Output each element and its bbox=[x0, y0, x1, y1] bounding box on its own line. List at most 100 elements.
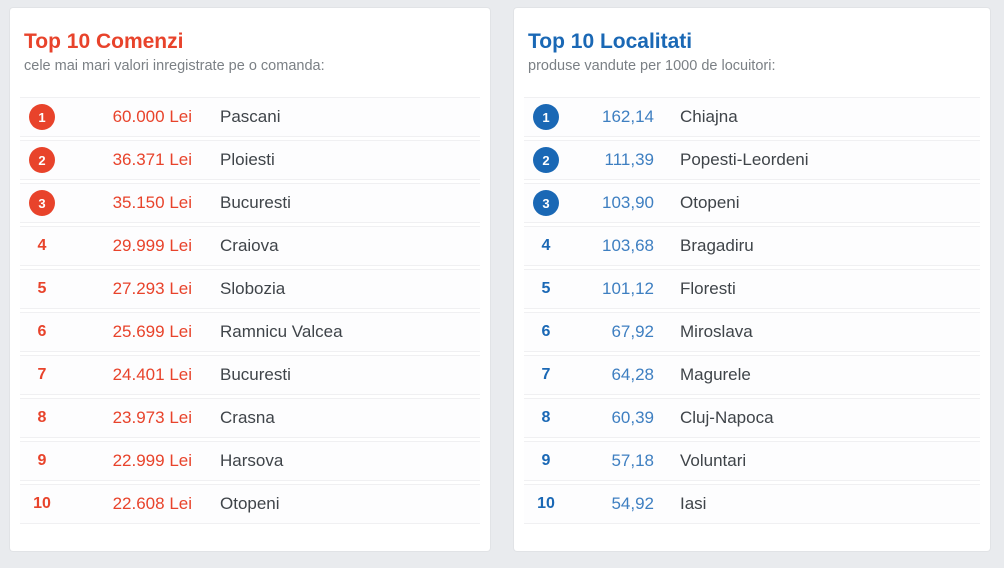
rank-cell: 5 bbox=[20, 280, 64, 298]
row-city: Floresti bbox=[680, 279, 736, 298]
row-city: Bucuresti bbox=[220, 365, 291, 384]
rank-badge: 2 bbox=[29, 147, 55, 173]
rank-cell: 10 bbox=[20, 495, 64, 513]
rank-cell: 7 bbox=[20, 366, 64, 384]
row-city: Popesti-Leordeni bbox=[680, 150, 809, 169]
row-value: 27.293 Lei bbox=[112, 279, 192, 298]
list-item: 5 27.293 Lei Slobozia bbox=[20, 269, 480, 309]
row-value: 101,12 bbox=[602, 279, 654, 298]
row-city: Otopeni bbox=[680, 193, 740, 212]
panel-subtitle: cele mai mari valori inregistrate pe o c… bbox=[24, 58, 325, 74]
row-value: 23.973 Lei bbox=[112, 408, 192, 427]
rank-number: 9 bbox=[37, 452, 47, 469]
rank-cell: 6 bbox=[20, 323, 64, 341]
rank-number: 5 bbox=[37, 280, 47, 297]
row-city: Harsova bbox=[220, 451, 284, 470]
list-item: 4 103,68 Bragadiru bbox=[524, 226, 980, 266]
panel-top-localitati: Top 10 Localitati produse vandute per 10… bbox=[514, 8, 990, 551]
rank-cell: 9 bbox=[20, 452, 64, 470]
row-city: Ploiesti bbox=[220, 150, 275, 169]
rank-cell: 5 bbox=[524, 280, 568, 298]
row-value: 111,39 bbox=[604, 150, 654, 169]
row-value: 57,18 bbox=[611, 451, 654, 470]
list-item: 7 24.401 Lei Bucuresti bbox=[20, 355, 480, 395]
row-city: Magurele bbox=[680, 365, 751, 384]
rank-number: 5 bbox=[541, 280, 551, 297]
row-city: Crasna bbox=[220, 408, 275, 427]
list-item: 5 101,12 Floresti bbox=[524, 269, 980, 309]
row-value: 103,68 bbox=[602, 236, 654, 255]
rank-number: 9 bbox=[541, 452, 551, 469]
rank-cell: 10 bbox=[524, 495, 568, 513]
row-city: Chiajna bbox=[680, 107, 738, 126]
rank-number: 7 bbox=[541, 366, 551, 383]
row-city: Bucuresti bbox=[220, 193, 291, 212]
list-item: 8 23.973 Lei Crasna bbox=[20, 398, 480, 438]
panel-header: Top 10 Comenzi cele mai mari valori inre… bbox=[20, 28, 480, 77]
row-city: Ramnicu Valcea bbox=[220, 322, 343, 341]
row-value: 22.999 Lei bbox=[112, 451, 192, 470]
list-item: 2 111,39 Popesti-Leordeni bbox=[524, 140, 980, 180]
list-item: 10 22.608 Lei Otopeni bbox=[20, 484, 480, 524]
row-city: Voluntari bbox=[680, 451, 747, 470]
rank-cell: 4 bbox=[524, 237, 568, 255]
rank-badge: 1 bbox=[29, 104, 55, 130]
rank-cell: 8 bbox=[20, 409, 64, 427]
row-value: 22.608 Lei bbox=[112, 494, 192, 513]
ranking-list: 1 60.000 Lei Pascani 2 36.371 Lei Ploiesti 3 35… bbox=[20, 97, 480, 524]
row-city: Slobozia bbox=[220, 279, 286, 298]
rank-number: 8 bbox=[541, 409, 551, 426]
row-value: 25.699 Lei bbox=[112, 322, 192, 341]
row-city: Miroslava bbox=[680, 322, 753, 341]
row-city: Craiova bbox=[220, 236, 279, 255]
list-item: 2 36.371 Lei Ploiesti bbox=[20, 140, 480, 180]
rank-cell: 6 bbox=[524, 323, 568, 341]
rank-cell: 9 bbox=[524, 452, 568, 470]
row-value: 103,90 bbox=[602, 193, 654, 212]
list-item: 10 54,92 Iasi bbox=[524, 484, 980, 524]
rank-cell: 8 bbox=[524, 409, 568, 427]
row-value: 162,14 bbox=[602, 107, 654, 126]
rank-cell: 1 bbox=[20, 104, 64, 130]
list-item: 9 22.999 Lei Harsova bbox=[20, 441, 480, 481]
row-value: 67,92 bbox=[611, 322, 654, 341]
row-value: 60,39 bbox=[611, 408, 654, 427]
row-value: 24.401 Lei bbox=[112, 365, 192, 384]
rank-number: 7 bbox=[37, 366, 47, 383]
list-item: 7 64,28 Magurele bbox=[524, 355, 980, 395]
rank-number: 8 bbox=[37, 409, 47, 426]
list-item: 4 29.999 Lei Craiova bbox=[20, 226, 480, 266]
list-item: 1 60.000 Lei Pascani bbox=[20, 97, 480, 137]
rank-cell: 3 bbox=[20, 190, 64, 216]
panel-header: Top 10 Localitati produse vandute per 10… bbox=[524, 28, 980, 77]
page-title: Top 10 Localitati bbox=[528, 30, 693, 53]
row-city: Cluj-Napoca bbox=[680, 408, 774, 427]
list-item: 1 162,14 Chiajna bbox=[524, 97, 980, 137]
list-item: 6 25.699 Lei Ramnicu Valcea bbox=[20, 312, 480, 352]
ranking-list: 1 162,14 Chiajna 2 111,39 Popesti-Leordeni 3 10… bbox=[524, 97, 980, 524]
rank-cell: 1 bbox=[524, 104, 568, 130]
rank-number: 10 bbox=[537, 495, 555, 512]
row-value: 36.371 Lei bbox=[112, 150, 192, 169]
row-value: 54,92 bbox=[611, 494, 654, 513]
list-item: 8 60,39 Cluj-Napoca bbox=[524, 398, 980, 438]
rank-cell: 2 bbox=[20, 147, 64, 173]
rank-number: 10 bbox=[33, 495, 51, 512]
rank-number: 6 bbox=[541, 323, 551, 340]
row-city: Pascani bbox=[220, 107, 281, 126]
row-city: Otopeni bbox=[220, 494, 280, 513]
row-value: 64,28 bbox=[611, 365, 654, 384]
rank-cell: 7 bbox=[524, 366, 568, 384]
list-item: 6 67,92 Miroslava bbox=[524, 312, 980, 352]
panel-subtitle: produse vandute per 1000 de locuitori: bbox=[528, 58, 776, 74]
rank-badge: 1 bbox=[533, 104, 559, 130]
row-city: Iasi bbox=[680, 494, 707, 513]
rank-cell: 2 bbox=[524, 147, 568, 173]
rank-badge: 3 bbox=[533, 190, 559, 216]
rank-number: 6 bbox=[37, 323, 47, 340]
rank-number: 4 bbox=[541, 237, 551, 254]
row-value: 35.150 Lei bbox=[112, 193, 192, 212]
rank-badge: 3 bbox=[29, 190, 55, 216]
row-value: 60.000 Lei bbox=[112, 107, 192, 126]
